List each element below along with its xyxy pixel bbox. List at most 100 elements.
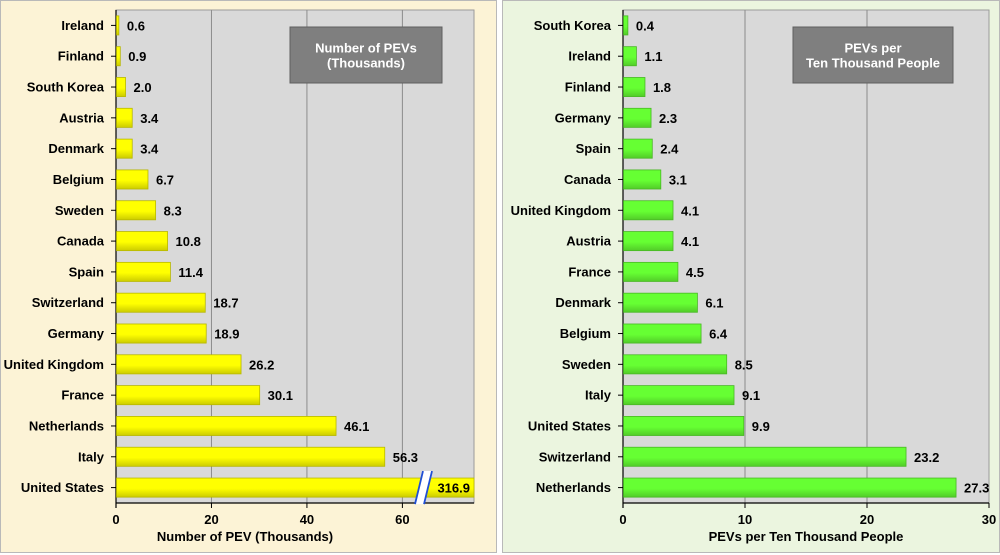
x-tick-label-40: 40 (300, 512, 314, 527)
value-label-7: 4.1 (681, 234, 699, 249)
bar-5 (623, 169, 662, 190)
value-label-2: 2.0 (134, 80, 152, 95)
bar-8 (116, 261, 171, 282)
category-label-1: Ireland (568, 49, 611, 64)
category-label-1: Finland (58, 49, 104, 64)
bar-6 (116, 200, 157, 221)
category-label-15: Netherlands (536, 480, 611, 495)
category-label-9: Denmark (555, 295, 611, 310)
value-label-9: 18.7 (213, 296, 238, 311)
x-tick-label-20: 20 (860, 512, 874, 527)
value-label-7: 10.8 (176, 234, 201, 249)
value-label-13: 46.1 (344, 419, 369, 434)
bar-9 (623, 292, 698, 313)
value-label-5: 3.1 (669, 172, 687, 187)
value-label-12: 30.1 (268, 388, 293, 403)
category-label-5: Canada (564, 172, 612, 187)
value-label-11: 26.2 (249, 357, 274, 372)
bar-14 (623, 446, 907, 467)
chart-panel-pev-count: Ireland 0.6 Finland 0.9 South Korea 2.0 Austri… (0, 0, 497, 553)
chart-title-line-1: Number of PEVs (315, 41, 417, 56)
x-axis-title: PEVs per Ten Thousand People (709, 529, 904, 544)
bar-4 (116, 138, 133, 159)
x-tick-label-10: 10 (738, 512, 752, 527)
bar-9 (116, 292, 206, 313)
value-label-14: 23.2 (914, 450, 939, 465)
axis-break-gap (415, 471, 432, 505)
bar-14 (116, 446, 386, 467)
bar-12 (623, 385, 735, 406)
value-label-11: 8.5 (735, 357, 753, 372)
x-axis-title: Number of PEV (Thousands) (157, 529, 333, 544)
pev-count-bar-chart: Ireland 0.6 Finland 0.9 South Korea 2.0 Austri… (4, 9, 475, 544)
category-label-11: United Kingdom (4, 357, 104, 372)
bar-1 (623, 46, 637, 67)
bar-15 (623, 477, 957, 498)
category-label-8: France (568, 264, 611, 279)
bar-3 (116, 107, 133, 128)
value-label-6: 8.3 (164, 203, 182, 218)
bar-4 (623, 138, 653, 159)
bar-13 (116, 416, 337, 436)
category-label-14: Italy (78, 449, 105, 464)
bar-0 (116, 15, 120, 36)
category-label-3: Germany (555, 110, 612, 125)
category-label-5: Belgium (53, 172, 104, 187)
value-label-14: 56.3 (393, 450, 418, 465)
bar-5 (116, 169, 149, 190)
value-label-10: 18.9 (214, 327, 239, 342)
bar-2 (623, 77, 646, 97)
category-label-4: Denmark (48, 141, 104, 156)
value-label-3: 2.3 (659, 111, 677, 126)
category-label-12: France (61, 388, 104, 403)
x-tick-label-0: 0 (112, 512, 119, 527)
chart-panel-pev-per-capita: South Korea 0.4 Ireland 1.1 Finland 1.8 German… (502, 0, 1000, 553)
x-tick-label-0: 0 (619, 512, 626, 527)
category-label-10: Belgium (560, 326, 611, 341)
category-label-2: Finland (565, 80, 611, 95)
category-label-9: Switzerland (32, 295, 104, 310)
axis-break-line-1 (414, 470, 424, 505)
category-label-3: Austria (59, 110, 105, 125)
bar-3 (623, 107, 652, 128)
category-label-0: Ireland (61, 18, 104, 33)
chart-title-box (792, 26, 954, 84)
value-label-8: 4.5 (686, 265, 704, 280)
category-label-6: Sweden (55, 203, 104, 218)
x-tick-label-30: 30 (982, 512, 996, 527)
value-label-8: 11.4 (178, 265, 203, 280)
value-label-12: 9.1 (742, 388, 760, 403)
bar-1 (116, 46, 121, 67)
bar-12 (116, 385, 261, 406)
category-label-0: South Korea (534, 18, 612, 33)
bar-7 (116, 231, 168, 252)
value-label-1: 0.9 (128, 49, 146, 64)
category-label-4: Spain (576, 141, 611, 156)
category-label-7: Canada (57, 234, 105, 249)
value-label-4: 3.4 (140, 142, 159, 157)
value-label-3: 3.4 (140, 111, 159, 126)
bar-15 (116, 477, 475, 498)
chart-title-line-1: PEVs per (844, 41, 901, 56)
axis-break-line-2 (423, 470, 433, 505)
chart-title-box (289, 26, 443, 84)
x-tick-label-60: 60 (395, 512, 409, 527)
value-label-4: 2.4 (660, 142, 679, 157)
chart-title-line-2: Ten Thousand People (806, 56, 940, 71)
bar-2 (116, 77, 126, 97)
value-label-10: 6.4 (709, 327, 728, 342)
bar-13 (623, 416, 745, 436)
value-label-5: 6.7 (156, 172, 174, 187)
value-label-15: 27.3 (964, 481, 989, 496)
category-label-13: United States (528, 418, 611, 433)
category-label-6: United Kingdom (511, 203, 611, 218)
bar-6 (623, 200, 674, 221)
category-label-12: Italy (585, 388, 612, 403)
bar-11 (116, 354, 242, 375)
category-label-15: United States (21, 480, 104, 495)
category-label-7: Austria (566, 234, 612, 249)
value-label-1: 1.1 (644, 49, 662, 64)
value-label-0: 0.4 (636, 18, 655, 33)
chart-title-line-2: (Thousands) (327, 56, 405, 71)
value-label-15: 316.9 (437, 481, 470, 496)
